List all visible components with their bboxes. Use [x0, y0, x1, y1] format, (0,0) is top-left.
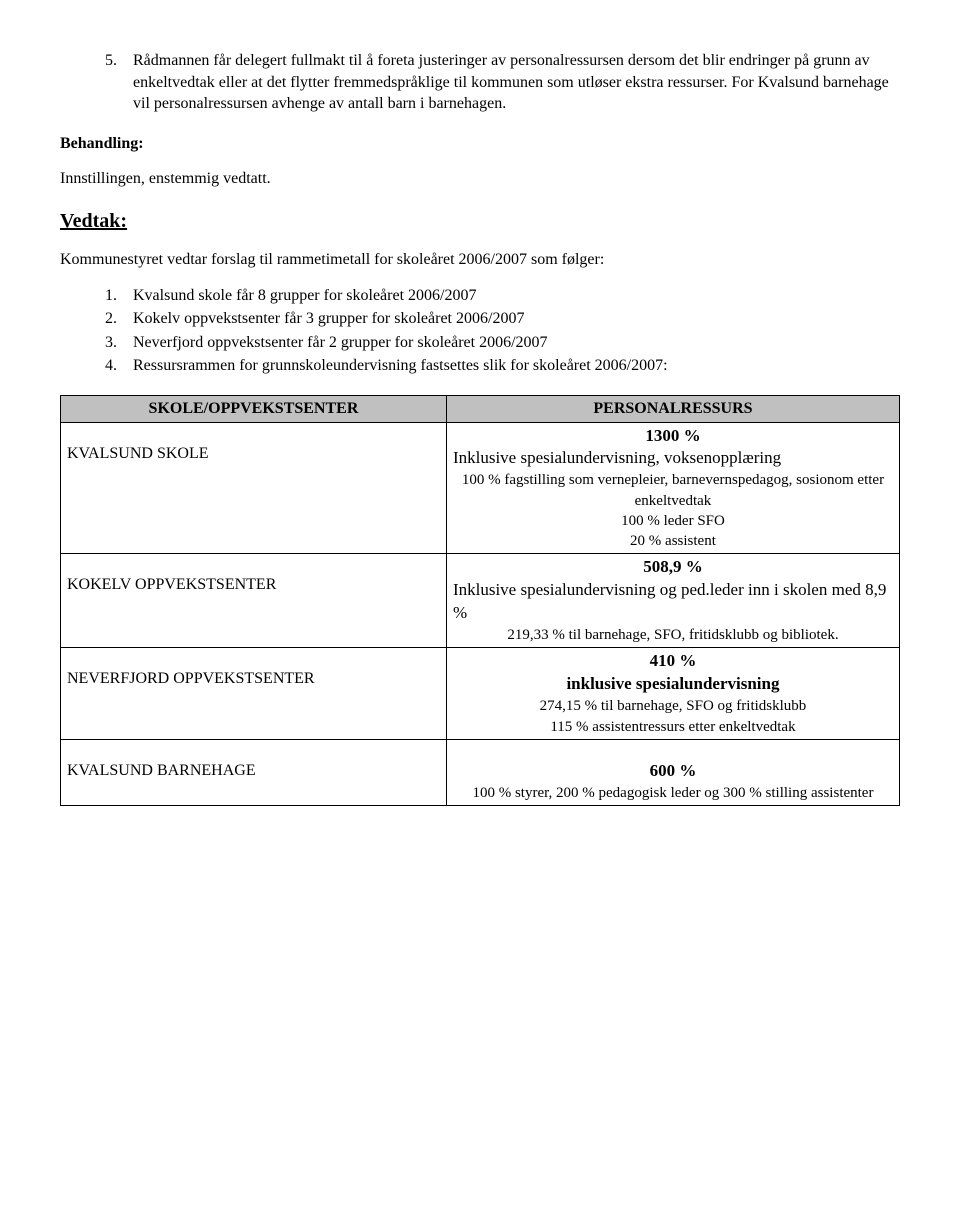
cell-bold-line: inklusive spesialundervisning	[453, 673, 893, 696]
list-text: Neverfjord oppvekstsenter får 2 grupper …	[133, 332, 900, 354]
list-number: 4.	[105, 355, 133, 377]
behandling-heading: Behandling:	[60, 133, 900, 155]
table-cell-right: 1300 % Inklusive spesialundervisning, vo…	[446, 422, 899, 554]
list-number: 1.	[105, 285, 133, 307]
school-name: KVALSUND SKOLE	[67, 445, 209, 462]
behandling-text: Innstillingen, enstemmig vedtatt.	[60, 168, 900, 190]
vedtak-list: 1. Kvalsund skole får 8 grupper for skol…	[60, 285, 900, 377]
cell-sub-line: 274,15 % til barnehage, SFO og fritidskl…	[453, 696, 893, 716]
table-cell-left: KOKELV OPPVEKSTSENTER	[61, 554, 447, 648]
list-item: 3. Neverfjord oppvekstsenter får 2 grupp…	[105, 332, 900, 354]
vedtak-heading: Vedtak:	[60, 208, 900, 235]
list-text: Ressursrammen for grunnskoleundervisning…	[133, 355, 900, 377]
cell-main-text: Inklusive spesialundervisning, voksenopp…	[453, 447, 893, 470]
table-cell-right: 600 % 100 % styrer, 200 % pedagogisk led…	[446, 739, 899, 805]
percent-bold: 600 %	[453, 760, 893, 783]
table-header-row: SKOLE/OPPVEKSTSENTER PERSONALRESSURS	[61, 395, 900, 422]
table-row: KVALSUND SKOLE 1300 % Inklusive spesialu…	[61, 422, 900, 554]
cell-sub-line: 100 % fagstilling som vernepleier, barne…	[453, 470, 893, 511]
list-item: 2. Kokelv oppvekstsenter får 3 grupper f…	[105, 308, 900, 330]
cell-sub-line: 20 % assistent	[453, 531, 893, 551]
table-cell-left: KVALSUND SKOLE	[61, 422, 447, 554]
table-cell-left: KVALSUND BARNEHAGE	[61, 739, 447, 805]
vedtak-intro: Kommunestyret vedtar forslag til rammeti…	[60, 249, 900, 271]
list-item: 4. Ressursrammen for grunnskoleundervisn…	[105, 355, 900, 377]
list-text: Kokelv oppvekstsenter får 3 grupper for …	[133, 308, 900, 330]
list-number: 3.	[105, 332, 133, 354]
table-row: NEVERFJORD OPPVEKSTSENTER 410 % inklusiv…	[61, 648, 900, 739]
percent-bold: 508,9 %	[453, 556, 893, 579]
school-name: KOKELV OPPVEKSTSENTER	[67, 576, 276, 593]
table-cell-right: 410 % inklusive spesialundervisning 274,…	[446, 648, 899, 739]
table-row: KVALSUND BARNEHAGE 600 % 100 % styrer, 2…	[61, 739, 900, 805]
school-name: NEVERFJORD OPPVEKSTSENTER	[67, 670, 315, 687]
list-text: Rådmannen får delegert fullmakt til å fo…	[133, 50, 900, 115]
percent-bold: 410 %	[453, 650, 893, 673]
table-row: KOKELV OPPVEKSTSENTER 508,9 % Inklusive …	[61, 554, 900, 648]
list-text: Kvalsund skole får 8 grupper for skoleår…	[133, 285, 900, 307]
school-name: KVALSUND BARNEHAGE	[67, 762, 256, 779]
percent-bold: 1300 %	[453, 425, 893, 448]
cell-sub-line: 219,33 % til barnehage, SFO, fritidsklub…	[453, 625, 893, 645]
resource-table: SKOLE/OPPVEKSTSENTER PERSONALRESSURS KVA…	[60, 395, 900, 806]
cell-sub-line: 100 % styrer, 200 % pedagogisk leder og …	[453, 783, 893, 803]
table-cell-left: NEVERFJORD OPPVEKSTSENTER	[61, 648, 447, 739]
list-number: 2.	[105, 308, 133, 330]
table-cell-right: 508,9 % Inklusive spesialundervisning og…	[446, 554, 899, 648]
cell-sub-line: 115 % assistentressurs etter enkeltvedta…	[453, 717, 893, 737]
list-item: 1. Kvalsund skole får 8 grupper for skol…	[105, 285, 900, 307]
list-number: 5.	[105, 50, 133, 115]
table-header-left: SKOLE/OPPVEKSTSENTER	[61, 395, 447, 422]
cell-sub-line: 100 % leder SFO	[453, 511, 893, 531]
top-ordered-list: 5. Rådmannen får delegert fullmakt til å…	[60, 50, 900, 115]
cell-main-text: Inklusive spesialundervisning og ped.led…	[453, 579, 893, 625]
table-header-right: PERSONALRESSURS	[446, 395, 899, 422]
